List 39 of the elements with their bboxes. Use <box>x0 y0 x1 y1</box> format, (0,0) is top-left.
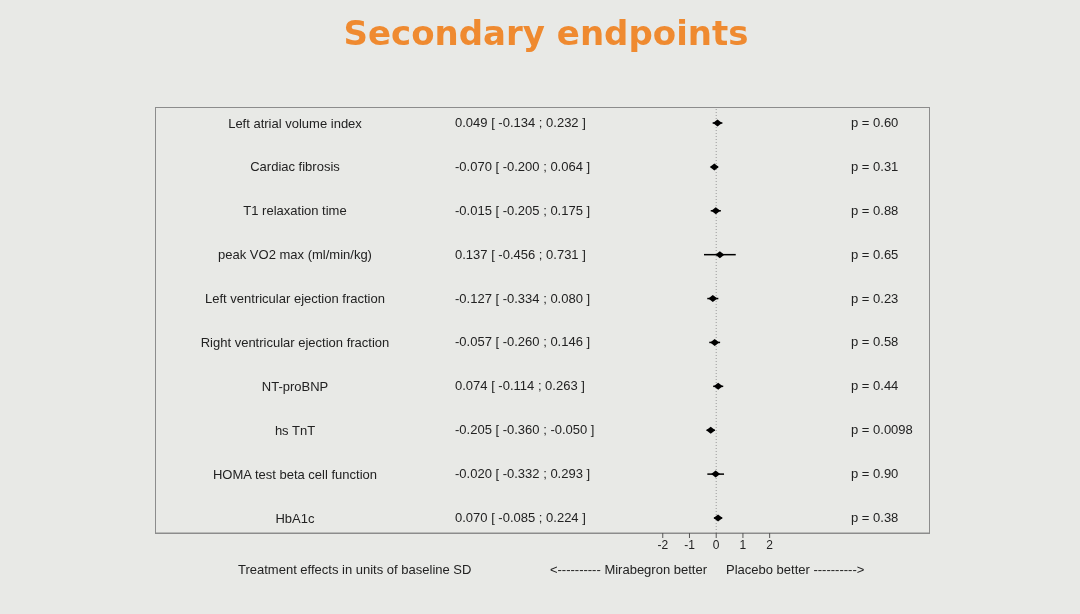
text: Placebo better ----------> <box>726 562 865 578</box>
annotation: p = 0.44 <box>851 378 899 395</box>
x-tick-label: 0 <box>712 537 720 552</box>
chart-title: Secondary endpoints <box>343 13 749 53</box>
annotation: -0.205 [ -0.360 ; -0.050 ] <box>455 422 595 439</box>
annotation: p = 0.38 <box>851 510 899 526</box>
x-tick-label: 2 <box>766 537 774 552</box>
annotation: -0.057 [ -0.260 ; 0.146 ] <box>455 334 591 351</box>
y-tick-label: hs TnT <box>274 422 316 438</box>
annotation: p = 0.23 <box>851 290 899 307</box>
y-tick-label: Left atrial volume index <box>228 115 363 131</box>
x-tick-label: -1 <box>684 537 696 552</box>
annotation: 0.049 [ -0.134 ; 0.232 ] <box>455 115 586 131</box>
x-tick-label: -2 <box>657 537 669 552</box>
y-tick-label: Left ventricular ejection fraction <box>205 291 385 307</box>
annotation: -0.070 [ -0.200 ; 0.064 ] <box>455 158 591 175</box>
annotation: p = 0.60 <box>851 115 899 131</box>
annotation: -0.015 [ -0.205 ; 0.175 ] <box>455 202 591 219</box>
annotation: p = 0.65 <box>851 246 899 263</box>
annotation: p = 0.31 <box>851 158 899 175</box>
y-tick-label: HbA1c <box>275 510 315 526</box>
annotation: p = 0.58 <box>851 334 899 351</box>
annotation: 0.137 [ -0.456 ; 0.731 ] <box>455 246 586 263</box>
annotation: 0.070 [ -0.085 ; 0.224 ] <box>455 510 586 526</box>
y-tick-label: peak VO2 max (ml/min/kg) <box>218 247 372 263</box>
text: <---------- Mirabegron better <box>549 562 707 578</box>
annotation: -0.127 [ -0.334 ; 0.080 ] <box>455 290 591 307</box>
y-tick-label: HOMA test beta cell function <box>212 466 378 482</box>
annotation: -0.020 [ -0.332 ; 0.293 ] <box>455 466 591 483</box>
x-tick-label: 1 <box>739 537 747 552</box>
y-tick-label: Right ventricular ejection fraction <box>200 334 390 350</box>
y-tick-label: T1 relaxation time <box>243 203 347 219</box>
annotation: p = 0.0098 <box>851 422 913 439</box>
annotation: 0.074 [ -0.114 ; 0.263 ] <box>455 378 585 395</box>
x-axis-title: Treatment effects in units of baseline SD <box>238 562 472 578</box>
annotation: p = 0.88 <box>851 202 899 219</box>
y-tick-label: NT-proBNP <box>261 378 329 394</box>
annotation: p = 0.90 <box>851 466 899 483</box>
y-tick-label: Cardiac fibrosis <box>250 159 341 175</box>
